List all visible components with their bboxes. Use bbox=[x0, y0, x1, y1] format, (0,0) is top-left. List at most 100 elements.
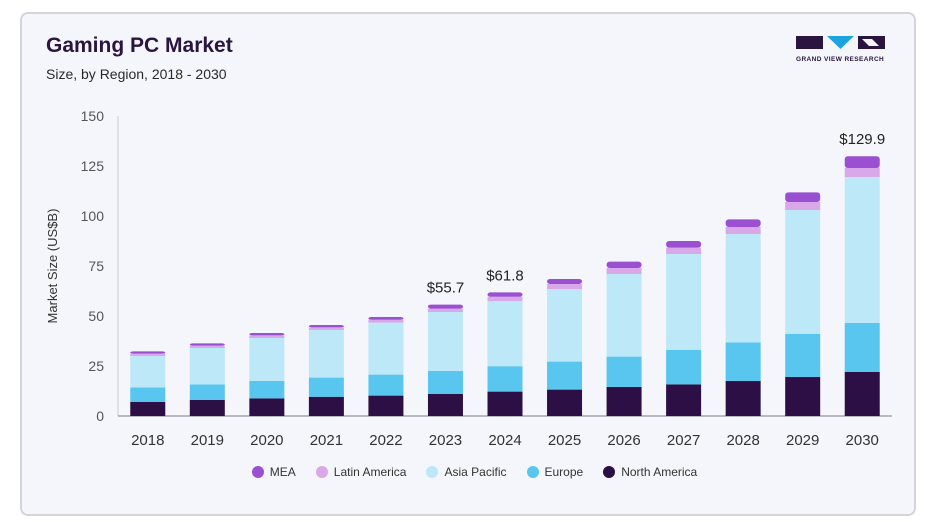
bar-segment bbox=[189, 400, 225, 416]
x-tick-label: 2030 bbox=[846, 432, 879, 449]
y-axis-label: Market Size (US$B) bbox=[45, 209, 60, 324]
bar-segment bbox=[547, 289, 583, 362]
chart-subtitle: Size, by Region, 2018 - 2030 bbox=[46, 66, 227, 82]
x-tick-label: 2028 bbox=[726, 432, 759, 449]
bar-segment bbox=[427, 304, 463, 309]
bar-segment bbox=[785, 334, 821, 377]
bar-segment bbox=[130, 356, 166, 388]
bar-segment bbox=[606, 387, 642, 416]
bar-segment bbox=[666, 247, 702, 254]
bar-segment bbox=[666, 384, 702, 416]
bar-segment bbox=[785, 202, 821, 210]
bar-segment bbox=[725, 381, 761, 416]
bar-segment bbox=[427, 371, 463, 394]
bar-segment bbox=[130, 351, 166, 354]
y-tick-label: 100 bbox=[81, 208, 105, 224]
bar-segment bbox=[785, 210, 821, 334]
legend-label: MEA bbox=[269, 465, 296, 479]
chart-legend: MEA Latin America Asia Pacific Europe North … bbox=[0, 465, 949, 479]
y-tick-label: 25 bbox=[88, 358, 104, 374]
bar-segment bbox=[368, 395, 404, 416]
legend-swatch bbox=[426, 466, 439, 478]
legend-label: Europe bbox=[544, 465, 584, 479]
y-tick-label: 125 bbox=[81, 158, 105, 174]
bar-segment bbox=[725, 219, 761, 227]
legend-label: Asia Pacific bbox=[444, 465, 507, 479]
x-tick-label: 2023 bbox=[429, 432, 462, 449]
x-tick-label: 2018 bbox=[131, 432, 164, 449]
bar-segment bbox=[487, 296, 523, 302]
bar-segment bbox=[725, 342, 761, 381]
bar-segment bbox=[606, 356, 642, 387]
x-tick-label: 2022 bbox=[369, 432, 402, 449]
bar-segment bbox=[487, 366, 523, 392]
bar-segment bbox=[844, 323, 880, 372]
x-tick-label: 2026 bbox=[607, 432, 640, 449]
bar-segment bbox=[606, 274, 642, 357]
legend-item: Latin America bbox=[315, 465, 407, 479]
legend-item: Europe bbox=[526, 465, 584, 479]
bar-segment bbox=[130, 387, 166, 402]
y-tick-label: 150 bbox=[81, 108, 105, 124]
bar-segment bbox=[249, 335, 285, 338]
grand-view-research-logo-icon bbox=[796, 36, 885, 49]
legend-item: North America bbox=[603, 465, 697, 479]
chart-title: Gaming PC Market bbox=[46, 34, 233, 57]
bar-segment bbox=[189, 345, 225, 348]
legend-label: North America bbox=[621, 465, 698, 479]
bar-segment bbox=[606, 268, 642, 274]
bar-segment bbox=[666, 241, 702, 248]
legend-item: MEA bbox=[251, 465, 296, 479]
y-tick-label: 0 bbox=[96, 408, 104, 424]
legend-item: Asia Pacific bbox=[426, 465, 507, 479]
bar-segment bbox=[308, 330, 344, 378]
bar-segment bbox=[725, 227, 761, 234]
bar-segment bbox=[547, 279, 583, 284]
bar-segment bbox=[427, 308, 463, 312]
bar-segment bbox=[189, 343, 225, 346]
bar-segment bbox=[547, 389, 583, 416]
bar-segment bbox=[844, 372, 880, 416]
bar-segment bbox=[249, 398, 285, 416]
bar-segment bbox=[547, 361, 583, 390]
bar-segment bbox=[844, 177, 880, 323]
bar-segment bbox=[368, 319, 404, 323]
bar-segment bbox=[785, 377, 821, 416]
bar-segment bbox=[189, 348, 225, 385]
legend-label: Latin America bbox=[333, 465, 407, 479]
x-tick-label: 2021 bbox=[310, 432, 343, 449]
x-tick-label: 2027 bbox=[667, 432, 700, 449]
data-label: $55.7 bbox=[427, 280, 465, 297]
bar-segment bbox=[368, 317, 404, 320]
bar-segment bbox=[427, 312, 463, 371]
bar-segment bbox=[844, 168, 880, 177]
bar-segment bbox=[308, 327, 344, 330]
bar-segment bbox=[249, 381, 285, 399]
bar-segment bbox=[666, 350, 702, 385]
bar-segment bbox=[308, 325, 344, 328]
bar-segment bbox=[785, 192, 821, 202]
x-tick-label: 2024 bbox=[488, 432, 521, 449]
data-label: $61.8 bbox=[486, 267, 524, 284]
bar-segment bbox=[249, 338, 285, 381]
bar-segment bbox=[547, 284, 583, 289]
x-tick-label: 2025 bbox=[548, 432, 581, 449]
bar-segment bbox=[487, 301, 523, 367]
y-tick-label: 75 bbox=[88, 258, 104, 274]
bar-segment bbox=[189, 384, 225, 400]
bar-segment bbox=[368, 374, 404, 396]
legend-swatch bbox=[603, 466, 616, 478]
y-tick-label: 50 bbox=[88, 308, 104, 324]
legend-swatch bbox=[315, 466, 328, 478]
bar-segment bbox=[249, 333, 285, 336]
legend-swatch bbox=[526, 466, 539, 478]
x-tick-label: 2019 bbox=[191, 432, 224, 449]
bar-segment bbox=[427, 394, 463, 416]
bar-segment bbox=[606, 261, 642, 268]
bar-segment bbox=[666, 254, 702, 350]
logo-text: GRAND VIEW RESEARCH bbox=[796, 56, 885, 63]
bar-segment bbox=[725, 234, 761, 343]
x-tick-label: 2020 bbox=[250, 432, 283, 449]
x-tick-label: 2029 bbox=[786, 432, 819, 449]
